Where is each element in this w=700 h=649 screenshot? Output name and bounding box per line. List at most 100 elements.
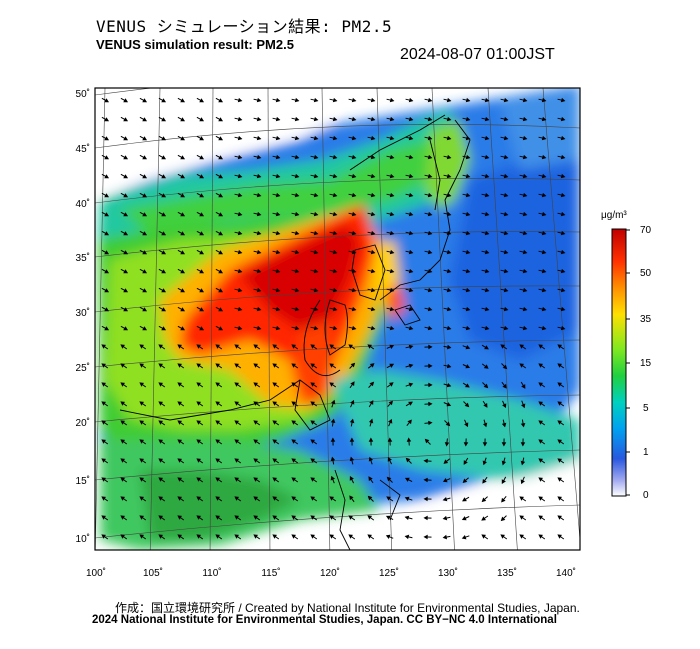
coastlines: [119, 114, 471, 550]
wind-arrow-head: [389, 135, 395, 141]
wind-arrow-head: [313, 116, 319, 122]
wind-arrow-head: [142, 98, 148, 103]
wind-arrow-head: [348, 534, 353, 539]
wind-arrow-head: [253, 363, 258, 368]
wind-arrow-head: [218, 136, 224, 141]
wind-arrow-head: [427, 154, 433, 160]
wind-arrow-head: [120, 382, 125, 387]
wind-arrow-head: [104, 269, 110, 274]
wind-arrow-head: [484, 287, 490, 293]
wind-arrow-head: [503, 154, 509, 160]
wind-arrow-head: [446, 135, 452, 141]
wind-arrow-head: [218, 307, 224, 312]
wind-arrow-head: [370, 97, 376, 103]
wind-arrow-head: [218, 193, 224, 198]
wind-arrow-head: [256, 173, 262, 179]
wind-arrow-head: [215, 477, 220, 482]
wind-arrow-head: [139, 382, 144, 387]
wind-arrow-head: [522, 287, 528, 293]
wind-arrow-head: [215, 363, 220, 368]
lat-label: 20˚: [76, 417, 90, 429]
wind-arrow-head: [389, 192, 395, 198]
wind-arrow-head: [520, 442, 526, 447]
wind-arrow-head: [519, 344, 524, 349]
wind-arrow-head: [541, 192, 547, 198]
wind-arrow-head: [465, 230, 471, 236]
wind-arrow-head: [329, 534, 334, 539]
wind-arrow-head: [389, 287, 395, 293]
wind-arrow-head: [104, 288, 110, 293]
wind-arrow-head: [104, 193, 110, 198]
wind-arrow-head: [272, 458, 277, 463]
wind-arrow-head: [161, 174, 167, 179]
wind-arrow-head: [557, 534, 562, 539]
wind-arrow-head: [237, 249, 243, 255]
wind-arrow-head: [275, 154, 281, 160]
wind-arrow-head: [142, 269, 148, 274]
wind-arrow-head: [120, 420, 125, 425]
wind-arrow-head: [484, 325, 490, 331]
wind-arrow-head: [389, 97, 395, 103]
wind-arrow-head: [199, 136, 205, 141]
wind-arrow-head: [442, 534, 448, 540]
wind-arrow-head: [446, 306, 452, 312]
wind-arrow-head: [503, 325, 509, 331]
wind-arrow-head: [180, 326, 186, 331]
wind-arrow-head: [123, 174, 129, 179]
wind-arrow-head: [503, 306, 509, 312]
wind-arrow-head: [237, 135, 243, 141]
lat-label: 30˚: [76, 307, 90, 319]
wind-arrow-head: [404, 477, 410, 482]
wind-arrow-head: [404, 496, 410, 502]
wind-arrow-head: [503, 173, 509, 179]
wind-arrow-head: [329, 515, 334, 520]
wind-arrow-head: [389, 268, 395, 274]
map-title-english: VENUS simulation result: PM2.5: [96, 37, 294, 52]
wind-arrow-head: [237, 97, 243, 103]
wind-arrow-head: [294, 192, 300, 198]
wind-arrow-head: [370, 249, 376, 255]
wind-arrow-head: [560, 268, 566, 274]
wind-arrow-head: [275, 249, 281, 255]
wind-arrow-head: [139, 420, 144, 425]
wind-arrow-head: [332, 173, 338, 179]
wind-arrow-head: [142, 250, 148, 255]
map-title-japanese: VENUS シミュレーション結果: PM2.5: [96, 17, 393, 36]
wind-arrow-head: [123, 98, 129, 103]
wind-arrow-head: [446, 97, 452, 103]
wind-arrow-head: [461, 535, 467, 540]
wind-arrow-head: [389, 363, 395, 368]
wind-arrow-head: [158, 515, 163, 520]
wind-arrow-head: [522, 192, 528, 198]
wind-arrow-head: [218, 98, 224, 103]
colorbar: [611, 228, 627, 497]
wind-arrow-head: [330, 456, 336, 462]
wind-arrow-head: [538, 382, 543, 387]
wind-arrow-head: [275, 306, 281, 312]
wind-arrow-head: [275, 97, 281, 103]
wind-arrow-head: [310, 363, 315, 368]
wind-arrow-head: [482, 442, 488, 447]
colorbar-ticks: 70 50 35 15 5 1 0: [626, 225, 652, 501]
wind-arrow-head: [332, 230, 338, 236]
wind-arrow-head: [310, 420, 315, 425]
wind-arrow-head: [349, 456, 355, 462]
wind-arrow-head: [291, 382, 296, 387]
wind-arrow-head: [101, 534, 106, 539]
wind-arrow-head: [123, 155, 129, 160]
wind-arrow-head: [541, 135, 547, 141]
wind-arrow-head: [104, 155, 110, 160]
wind-arrow-head: [180, 117, 186, 122]
wind-arrow-head: [253, 515, 258, 520]
wind-arrow-head: [123, 136, 129, 141]
wind-arrow-head: [272, 439, 277, 444]
wind-arrow-head: [370, 268, 376, 274]
wind-arrow-head: [161, 136, 167, 141]
wind-arrow-head: [484, 211, 490, 217]
wind-arrow-head: [408, 268, 414, 274]
wind-arrow-head: [369, 400, 374, 405]
wind-arrow-head: [234, 344, 239, 349]
wind-arrow-head: [446, 268, 452, 274]
wind-arrow-head: [389, 306, 395, 312]
wind-arrow-head: [522, 173, 528, 179]
